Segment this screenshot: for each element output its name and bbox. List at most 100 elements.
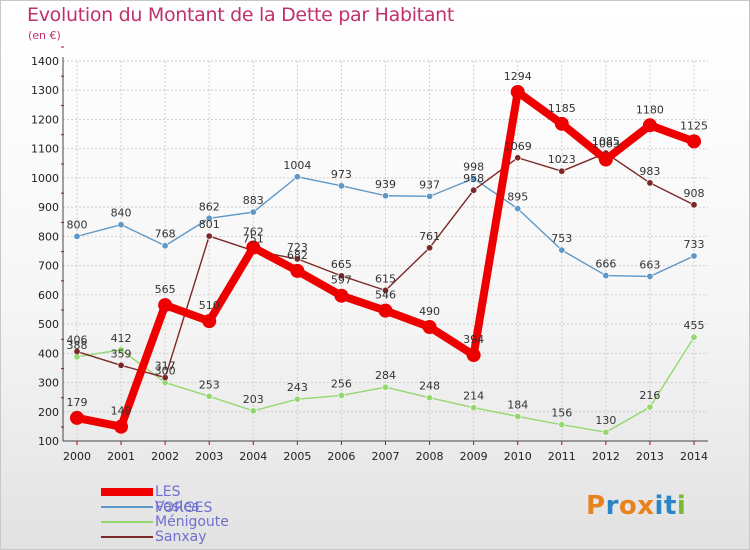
data-label-vasles: 939: [375, 178, 396, 191]
data-label-les-forges: 1180: [636, 103, 664, 116]
y-tick-label: 900: [38, 201, 59, 214]
data-label-les-forges: 1294: [504, 70, 532, 83]
data-point-menigoute: [602, 428, 610, 436]
data-label-menigoute: 248: [419, 380, 440, 393]
data-label-sanxay: 406: [67, 334, 88, 347]
data-label-sanxay: 723: [287, 241, 308, 254]
data-label-les-forges: 565: [155, 283, 176, 296]
data-label-sanxay: 761: [419, 230, 440, 243]
data-point-sanxay: [514, 154, 522, 162]
data-label-menigoute: 216: [639, 389, 660, 402]
data-label-menigoute: 284: [375, 369, 396, 382]
data-label-sanxay: 908: [684, 187, 705, 200]
data-label-menigoute: 455: [684, 319, 705, 332]
data-point-menigoute: [514, 412, 522, 420]
data-point-les-forges: [598, 152, 613, 167]
data-point-vasles: [690, 252, 698, 260]
legend-label-menigoute: Ménigoute: [155, 514, 229, 530]
data-label-vasles: 862: [199, 200, 220, 213]
y-tick-label: 500: [38, 318, 59, 331]
data-point-menigoute: [205, 392, 213, 400]
data-label-menigoute: 300: [155, 365, 176, 378]
x-tick-label: 2001: [107, 450, 135, 463]
x-tick-label: 2013: [636, 450, 664, 463]
data-label-vasles: 663: [639, 258, 660, 271]
data-point-les-forges: [378, 303, 393, 318]
data-point-les-forges: [158, 298, 173, 313]
data-label-les-forges: 149: [111, 405, 132, 418]
data-label-sanxay: 801: [199, 218, 220, 231]
y-tick-label: 600: [38, 289, 59, 302]
data-point-sanxay: [161, 374, 169, 382]
data-label-sanxay: 1023: [548, 153, 576, 166]
data-label-menigoute: 203: [243, 393, 264, 406]
data-label-menigoute: 412: [111, 332, 132, 345]
data-label-menigoute: 156: [551, 407, 572, 420]
data-point-les-forges: [554, 116, 569, 131]
data-label-les-forges: 1185: [548, 102, 576, 115]
data-label-layer: 800 840 768 862 883 1004 973 939 937 998 895 753 666…: [67, 70, 709, 427]
data-label-sanxay: 1085: [592, 135, 620, 148]
data-label-les-forges: 597: [331, 274, 352, 287]
data-point-les-forges: [510, 84, 525, 99]
data-label-sanxay: 615: [375, 272, 396, 285]
data-label-les-forges: 1063: [592, 138, 620, 151]
data-point-les-forges: [246, 240, 261, 255]
y-tick-label: 1300: [31, 84, 59, 97]
x-tick-label: 2010: [504, 450, 532, 463]
data-label-les-forges: 490: [419, 305, 440, 318]
data-label-vasles: 840: [111, 207, 132, 220]
data-label-menigoute: 256: [331, 377, 352, 390]
data-label-les-forges: 394: [463, 333, 484, 346]
data-label-menigoute: 388: [67, 339, 88, 352]
data-label-vasles: 937: [419, 178, 440, 191]
data-label-vasles: 998: [463, 161, 484, 174]
data-point-sanxay: [117, 361, 125, 369]
data-label-vasles: 768: [155, 228, 176, 241]
data-label-sanxay: 665: [331, 258, 352, 271]
data-point-les-forges: [466, 348, 481, 363]
data-label-menigoute: 214: [463, 390, 484, 403]
proxiti-logo: Proxiti: [586, 491, 687, 521]
x-tick-label: 2003: [195, 450, 223, 463]
data-point-vasles: [73, 232, 81, 240]
data-point-les-forges: [70, 410, 84, 425]
data-point-menigoute: [646, 403, 654, 411]
legend-swatch-vasles: [101, 506, 153, 508]
data-point-vasles: [293, 173, 301, 181]
data-label-sanxay: 1069: [504, 140, 532, 153]
y-tick-label: 100: [38, 435, 59, 448]
legend-swatch-sanxay: [101, 536, 153, 538]
y-tick-label: 200: [38, 406, 59, 419]
data-point-vasles: [426, 192, 434, 200]
y-tick-label: 700: [38, 260, 59, 273]
data-point-menigoute: [293, 395, 301, 403]
data-point-sanxay: [337, 272, 345, 280]
data-point-sanxay: [558, 167, 566, 175]
data-point-vasles: [514, 205, 522, 213]
x-tick-label: 2008: [416, 450, 444, 463]
legend-swatch-les-forges: [101, 488, 153, 496]
data-point-les-forges: [334, 288, 349, 303]
axis-layer: 100 200 300 400 500 600 700 800 900 1000 1100 1200 1…: [31, 46, 708, 463]
data-label-vasles: 883: [243, 194, 264, 207]
data-point-menigoute: [470, 404, 478, 412]
x-tick-label: 2002: [151, 450, 179, 463]
data-point-les-forges: [422, 320, 437, 334]
data-point-vasles: [249, 208, 257, 216]
data-point-vasles: [205, 214, 213, 222]
y-tick-label: 400: [38, 347, 59, 360]
data-label-les-forges: 546: [375, 289, 396, 302]
data-point-menigoute: [337, 391, 345, 399]
y-tick-label: 1000: [31, 172, 59, 185]
data-label-sanxay: 751: [243, 233, 264, 246]
data-point-menigoute: [426, 394, 434, 402]
data-label-vasles: 1004: [283, 159, 311, 172]
data-label-menigoute: 253: [199, 378, 220, 391]
data-point-menigoute: [690, 333, 698, 341]
data-label-vasles: 973: [331, 168, 352, 181]
data-point-sanxay: [381, 286, 389, 294]
data-point-les-forges: [290, 263, 305, 278]
data-label-sanxay: 983: [639, 165, 660, 178]
y-tick-label: 1100: [31, 143, 59, 156]
